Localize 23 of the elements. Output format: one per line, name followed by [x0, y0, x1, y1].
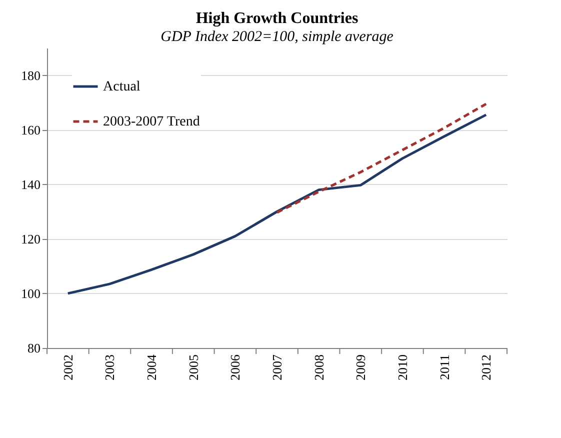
legend-label: 2003-2007 Trend — [103, 114, 200, 130]
legend-label: Actual — [103, 80, 140, 94]
chart-title: High Growth Countries — [196, 10, 358, 27]
y-tick-label: 160 — [21, 122, 40, 138]
x-tick-label: 2009 — [353, 354, 368, 380]
x-tick-label: 2003 — [102, 354, 118, 380]
chart-subtitle: GDP Index 2002=100, simple average — [160, 29, 394, 45]
x-tick-label: 2004 — [144, 354, 160, 380]
y-tick-label: 80 — [28, 340, 40, 356]
x-tick-label: 2007 — [270, 354, 284, 380]
x-tick-label: 2008 — [311, 354, 326, 380]
y-tick-label: 140 — [21, 176, 40, 192]
x-tick-label: 2012 — [478, 354, 494, 380]
y-tick-label: 100 — [21, 286, 40, 301]
line-series — [276, 102, 488, 214]
x-tick-label: 2011 — [436, 354, 452, 380]
x-tick-label: 2005 — [186, 354, 201, 380]
x-tick-label: 2002 — [60, 354, 76, 380]
x-tick-label: 2010 — [394, 354, 410, 380]
line-series — [66, 114, 488, 295]
y-tick-label: 120 — [21, 231, 40, 246]
y-tick-label: 180 — [21, 68, 40, 83]
x-tick-label: 2006 — [228, 354, 243, 380]
